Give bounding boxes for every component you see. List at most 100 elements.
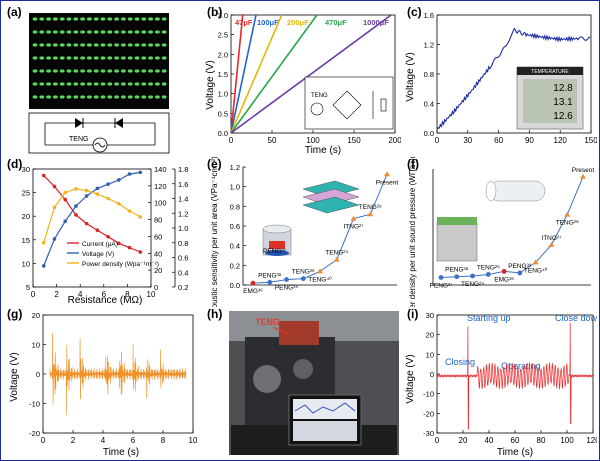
- panel-a: (a) TENG: [5, 5, 197, 157]
- chart-e-ytick-label: 0.2: [230, 261, 240, 270]
- charging-series-line: [230, 14, 257, 134]
- led-icon: [53, 43, 58, 47]
- device-header: [517, 67, 583, 75]
- led-icon: [134, 43, 140, 47]
- led-icon: [80, 69, 85, 73]
- led-icon: [148, 17, 154, 21]
- power-density-point: [564, 211, 571, 217]
- sensitivity-point: [284, 277, 289, 282]
- resistance-series-point: [52, 237, 57, 241]
- chart-d-right-ytick-label: 0: [154, 283, 158, 292]
- led-icon: [161, 17, 167, 21]
- resistance-series-line: [43, 175, 141, 253]
- led-icon: [93, 43, 99, 47]
- led-icon: [53, 95, 58, 99]
- led-icon: [141, 30, 147, 34]
- led-icon: [32, 30, 38, 34]
- led-icon: [46, 69, 51, 73]
- power-density-line: [440, 176, 584, 278]
- led-icon: [114, 95, 119, 99]
- panel-h-label: (h): [207, 307, 223, 321]
- cylinder-base-icon: [265, 250, 289, 256]
- resistance-series-point: [84, 194, 89, 198]
- led-icon: [161, 30, 167, 34]
- power-density-point-label: PENG³⁷: [430, 282, 454, 289]
- sensitivity-point-label: TENG⁴⁰: [308, 275, 332, 283]
- rectifier-box: [304, 76, 394, 130]
- chart-d-right2-ytick-label: 0.8: [178, 239, 188, 248]
- legend-label: Power density (Wpa⁻¹m⁻²): [82, 261, 159, 268]
- panel-g-label: (g): [7, 307, 23, 321]
- power-density-point: [485, 272, 491, 277]
- led-icon: [127, 95, 133, 99]
- cylinder-core-icon: [269, 241, 285, 249]
- tube-end-icon: [485, 180, 497, 202]
- charging-series-line: [230, 14, 244, 134]
- chart-c-ytick-label: 0.8: [424, 70, 434, 79]
- chart-d-xtick-label: 6: [102, 290, 107, 299]
- sensitivity-point: [300, 276, 306, 282]
- led-icon: [100, 95, 106, 99]
- legend-label: Voltage (V): [82, 251, 114, 258]
- power-density-point: [548, 241, 555, 247]
- chart-b-xtick-label: 0: [229, 136, 234, 145]
- ac-wave-icon: [94, 142, 106, 148]
- power-density-point-label: TENG²⁸: [556, 220, 579, 227]
- power-density-point: [438, 275, 444, 280]
- led-icon: [53, 69, 58, 73]
- chart-f: Power density per unit sound pressure (W…: [408, 157, 594, 307]
- resistance-series-point: [127, 172, 132, 176]
- led-icon: [134, 30, 140, 34]
- led-icon: [100, 69, 106, 73]
- chart-c: Voltage (V) 0 30 60 90 120 150 0.0 0.4 0.8 1.2 1.6…: [405, 11, 597, 145]
- led-icon: [107, 95, 113, 99]
- led-icon: [161, 82, 167, 86]
- chart-d-right2-ytick-label: 1.6: [178, 180, 188, 189]
- panel-c: (c) Voltage (V) 0 30 60 90 120 150 0.0 0.4 0.8 1.…: [405, 5, 597, 157]
- power-density-point: [501, 269, 507, 274]
- chart-i-ytick-label: -30: [423, 429, 434, 438]
- panel-f-label: (f): [407, 157, 419, 171]
- chart-g-ytick-label: 20: [32, 311, 40, 320]
- rectifier-teng-label: TENG: [311, 93, 328, 99]
- chart-i-ytick-label: 0: [430, 370, 434, 379]
- cylinder-top-icon: [262, 224, 292, 234]
- power-density-point: [517, 270, 523, 276]
- resistance-series-point: [127, 245, 132, 250]
- led-icon: [32, 95, 38, 99]
- resistance-series-point: [138, 250, 143, 254]
- sensitivity-point: [333, 256, 340, 262]
- laptop-display-lower: [293, 421, 357, 441]
- chart-g-xtick-label: 4: [101, 436, 106, 445]
- led-icon: [148, 82, 154, 86]
- chart-b-ytick-label: 2.5: [218, 31, 228, 40]
- led-icon: [66, 82, 72, 86]
- chart-d-right-ytick-label: 100: [154, 199, 167, 208]
- diode-icon: [75, 118, 83, 128]
- led-icon: [107, 69, 113, 73]
- led-icon: [93, 82, 99, 86]
- led-icon: [161, 56, 167, 60]
- led-icon: [127, 56, 133, 60]
- led-icon: [93, 69, 99, 73]
- spike-trace: [49, 332, 187, 416]
- chart-e-ytick-label: 1.0: [230, 183, 240, 192]
- chart-i-ytick-label: 30: [426, 311, 434, 320]
- sensitivity-point-label: TENG²⁴: [325, 250, 348, 257]
- resistance-series-point: [63, 219, 67, 224]
- sensitivity-point: [350, 215, 357, 221]
- chart-d: Resistance (MΩ) 0 2 4 6 8 10 5 10 15 20 25 30 0 20 40 6…: [22, 165, 189, 306]
- chart-d-xtick-label: 0: [31, 290, 36, 299]
- led-icon: [87, 30, 92, 34]
- chart-d-right2-ytick-label: 0.6: [178, 254, 188, 263]
- led-icon: [32, 82, 38, 86]
- power-density-point-label: PENG³⁸: [445, 267, 469, 274]
- chart-i-ytick-label: -10: [423, 390, 434, 399]
- power-density-point-label: PENG³⁹: [508, 263, 532, 270]
- led-icon: [73, 95, 79, 99]
- chart-e-ytick-label: 0.8: [230, 202, 240, 211]
- chart-g-ytick-label: -10: [29, 400, 40, 409]
- chart-b-ytick-label: 0.0: [218, 129, 228, 138]
- led-icon: [107, 17, 113, 21]
- led-icon: [59, 82, 65, 86]
